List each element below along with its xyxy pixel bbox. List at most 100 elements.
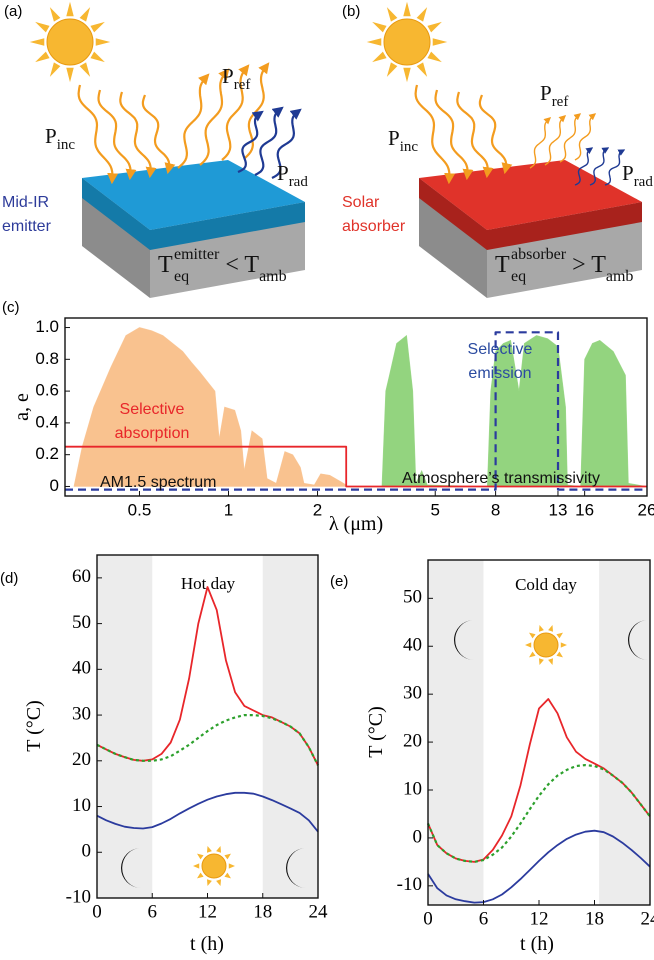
material-label: emitter (2, 218, 52, 235)
sun-ray (556, 651, 563, 658)
y-tick-label: 60 (72, 566, 91, 587)
y-tick-label: 20 (72, 749, 91, 770)
y-tick-label: 40 (403, 635, 422, 656)
area (381, 334, 648, 487)
sun-ray (529, 632, 536, 639)
temperature-subscript: eq (511, 268, 526, 285)
wave-arrow (97, 89, 137, 181)
y-tick-label: 10 (72, 795, 91, 816)
temperature-subscript: eq (174, 268, 189, 285)
x-axis-label: t (h) (520, 933, 554, 955)
x-tick-label: 24 (309, 901, 329, 922)
y-tick-label: 40 (72, 658, 91, 679)
y-tick-label: 0.6 (35, 381, 59, 400)
sun-ray (206, 846, 212, 853)
symbol-base: P (622, 161, 634, 185)
temperature-relation: > T (572, 252, 606, 278)
sun-ray (386, 62, 398, 77)
sun-ray (224, 872, 231, 879)
sun-ray (538, 625, 544, 632)
symbol-base: P (222, 64, 234, 88)
wave-arrow (604, 149, 626, 186)
y-axis-label: T (°C) (365, 706, 387, 758)
sun-disc (201, 853, 227, 879)
y-tick-label: 0 (82, 841, 92, 862)
temperature-superscript: absorber (511, 246, 567, 263)
x-tick-label: 2 (313, 500, 322, 519)
sun-disc (383, 18, 431, 66)
sun-ray (79, 62, 91, 77)
slab-film-left (82, 178, 150, 250)
symbol-subscript: ref (552, 94, 569, 110)
y-axis-label: T (°C) (23, 700, 45, 752)
symbol-base: P (388, 126, 400, 150)
temperature-relation-subscript: amb (259, 268, 287, 285)
material-label: Mid-IR (2, 194, 49, 211)
y-tick-label: 0 (413, 826, 423, 847)
sun-ray (49, 62, 61, 77)
sun-ray (66, 67, 74, 83)
sun-ray (386, 7, 398, 22)
annotation: absorption (115, 425, 190, 442)
sun-ray (35, 51, 50, 63)
temperature-symbol: T (158, 252, 173, 278)
sun-disc (533, 632, 559, 658)
sun-ray (206, 879, 212, 886)
y-tick-label: 20 (403, 730, 422, 751)
panel-label: (b) (342, 3, 360, 20)
y-tick-label: 0.8 (35, 349, 59, 368)
sun-ray (427, 21, 442, 33)
sun-ray (197, 872, 204, 879)
x-tick-label: 18 (585, 908, 604, 929)
y-tick-label: 30 (403, 683, 422, 704)
sun-ray (29, 38, 45, 46)
y-tick-label: 50 (403, 587, 422, 608)
plot-frame (64, 317, 648, 497)
annotation: AM1.5 spectrum (100, 474, 216, 491)
panel-label: (e) (330, 573, 348, 590)
sun-ray (560, 642, 567, 648)
sun-icon (525, 625, 567, 665)
sun-ray (372, 21, 387, 33)
slab-film-front (150, 202, 305, 250)
x-axis-label: λ (μm) (329, 513, 383, 535)
chart-title: Hot day (181, 574, 236, 593)
line (96, 714, 319, 766)
y-tick-label: 1.0 (35, 317, 59, 336)
sun-ray (90, 21, 105, 33)
x-tick-label: 0 (423, 908, 433, 929)
x-axis-label: t (h) (190, 933, 224, 955)
sun-ray (197, 853, 204, 860)
sun-ray (366, 38, 382, 46)
sun-ray (427, 51, 442, 63)
symbol-subscript: rad (634, 174, 654, 190)
sun-ray (525, 642, 532, 648)
sun-ray (403, 67, 411, 83)
symbol-subscript: ref (234, 77, 251, 93)
sun-ray (548, 658, 554, 665)
sun-ray (228, 863, 235, 869)
night-shading (428, 560, 484, 905)
slab-film-front (487, 202, 642, 250)
y-tick-label: 0 (50, 476, 59, 495)
wave-arrow (271, 108, 302, 179)
wave-arrow (141, 94, 176, 175)
sun-ray (90, 51, 105, 63)
wave-arrow (237, 110, 264, 174)
sun-icon (193, 846, 235, 886)
wave-arrow (119, 91, 157, 179)
sun-ray (403, 1, 411, 17)
line (65, 331, 647, 491)
line (96, 791, 319, 833)
x-tick-label: 18 (253, 901, 272, 922)
annotation: Atmosphere’s transmissivity (402, 470, 600, 487)
x-tick-label: 12 (530, 908, 549, 929)
symbol-base: P (540, 81, 552, 105)
sun-ray (372, 51, 387, 63)
slab-film-left (419, 178, 487, 250)
panel-label: (c) (2, 299, 20, 316)
y-tick-label: 0.4 (35, 412, 59, 431)
sun-ray (538, 658, 544, 665)
sun-ray (224, 853, 231, 860)
